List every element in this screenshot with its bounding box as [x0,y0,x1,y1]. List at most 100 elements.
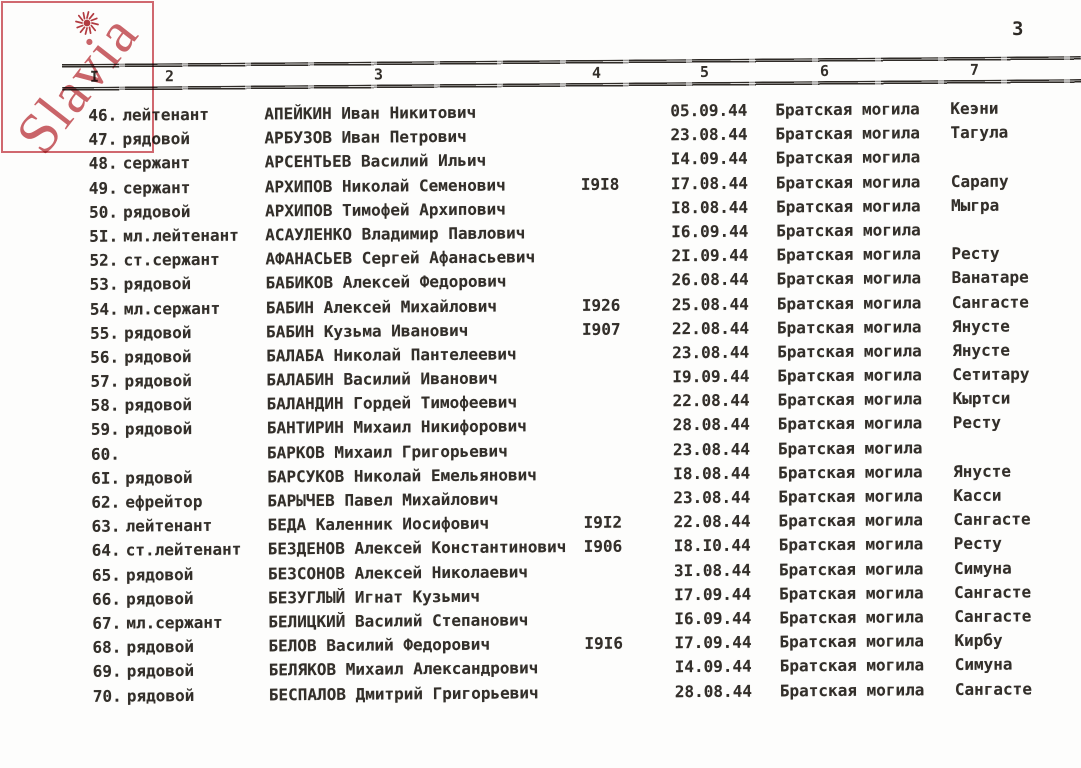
cell-grave: Братская могила [776,268,922,289]
cell-year: I9I2 [583,512,623,533]
cell-num: 69. [92,661,122,682]
cell-num: 60. [90,444,120,464]
cell-rank: рядовой [124,371,192,391]
cell-place: Янусте [951,316,1010,336]
cell-date: 28.08.44 [674,681,752,701]
cell-year: I9I6 [584,633,624,654]
cell-place: Сетитару [952,364,1030,385]
cell-place: Тагула [950,122,1009,143]
cell-grave: Братская могила [779,582,924,604]
cell-rank: рядовой [123,274,192,294]
cell-name: БАРКОВ Михаил Григорьевич [266,441,508,463]
cell-grave: Братская могила [775,196,921,217]
cell-grave: Братская могила [775,99,920,120]
cell-place: Симуна [953,558,1012,578]
cell-date: 22.08.44 [672,390,750,411]
cell-name: БАБИН Кузьма Иванович [265,320,469,342]
cell-grave: Братская могила [777,437,923,459]
cell-name: БАБИН Алексей Михайлович [265,296,498,317]
cell-date: I7.09.44 [674,632,752,653]
cell-name: АРСЕНТЬЕВ Василий Ильич [264,151,487,172]
cell-date: 22.08.44 [671,318,750,338]
cell-year: I9I8 [580,174,620,194]
table-body: 46. лейтенант АПЕЙКИН Иван Никитович 05.09.… [0,96,1081,709]
cell-rank: рядовой [125,467,193,488]
cell-place: Ванатаре [951,267,1029,288]
cell-rank: сержант [122,153,191,173]
cell-date: I4.09.44 [674,656,752,677]
cell-date: 23.08.44 [672,439,751,459]
cell-name: БАЛАБА Николай Пантелеевич [266,344,517,366]
cell-grave: Братская могила [777,389,923,410]
cell-place: Кеэни [950,98,999,119]
cell-date: 2I.09.44 [671,245,749,266]
cell-date: 23.08.44 [673,487,751,508]
cell-num: 59. [90,419,120,440]
cell-grave: Братская могила [778,558,924,579]
cell-place: Кирбу [954,630,1003,651]
cell-place: Сангасте [954,678,1032,699]
cell-place: Касси [953,485,1002,506]
column-number: 5 [699,62,710,81]
cell-num: 54. [89,299,119,319]
cell-name: БЕЛОВ Василий Федорович [268,634,491,656]
cell-num: 48. [88,153,118,174]
cell-num: 68. [92,637,122,657]
cell-num: 58. [90,395,120,416]
cell-num: 65. [91,565,121,585]
cell-grave: Братская могила [778,534,924,555]
cell-name: АСАУЛЕНКО Владимир Павлович [265,223,526,245]
column-number: 7 [969,60,980,79]
cell-grave: Братская могила [779,655,925,676]
cell-rank: ст.сержант [123,249,220,270]
cell-place: Симуна [954,654,1013,675]
cell-date: 3I.08.44 [673,560,752,580]
cell-rank: мл.сержант [123,298,221,319]
cell-rank: рядовой [122,201,191,222]
cell-place: Сангасте [953,509,1031,530]
cell-num: 6I. [91,468,121,488]
cell-rank: рядовой [124,346,192,367]
cell-grave: Братская могила [776,220,921,241]
cell-num: 57. [90,371,120,391]
cell-place: Сангасте [954,606,1032,626]
cell-name: БАБИКОВ Алексей Федорович [265,271,507,293]
cell-place: Янусте [953,461,1012,481]
cell-name: БЕЛЯКОВ Михаил Александрович [268,658,539,680]
cell-rank: рядовой [122,129,191,149]
cell-name: БЕЛИЦКИЙ Василий Степанович [268,610,529,632]
cell-grave: Братская могила [779,607,924,628]
cell-date: 25.08.44 [671,294,749,314]
cell-num: 49. [88,178,118,198]
cell-grave: Братская могила [777,413,923,434]
cell-name: АРХИПОВ Николай Семенович [264,175,506,196]
cell-grave: Братская могила [778,486,923,507]
cell-year: I906 [583,536,623,557]
cell-grave: Братская могила [777,341,922,362]
cell-rank: рядовой [124,395,193,415]
cell-place: Ресту [952,413,1001,433]
cell-date: 26.08.44 [671,269,749,290]
cell-name: БАНТИРИН Михаил Никифорович [266,416,527,438]
cell-grave: Братская могила [775,147,921,168]
column-number: 2 [164,67,175,86]
cell-name: АРХИПОВ Тимофей Архипович [264,199,506,221]
cell-place: Кыртси [952,388,1011,409]
cell-place: Ресту [953,534,1002,554]
cell-grave: Братская могила [778,510,924,531]
cell-date: I8.08.44 [670,197,749,217]
cell-year: I907 [581,319,621,339]
cell-name: БАЛАНДИН Гордей Тимофеевич [266,392,518,414]
cell-date: I6.09.44 [671,221,749,242]
column-number: 4 [591,63,602,82]
cell-year: I926 [581,295,621,315]
cell-num: 46. [88,105,118,125]
cell-grave: Братская могила [777,365,922,386]
cell-rank: рядовой [123,322,192,343]
cell-date: 05.09.44 [670,100,748,121]
cell-num: 66. [92,589,122,609]
cell-rank: сержант [122,177,191,198]
cell-date: I6.09.44 [674,608,752,629]
cell-name: БЕЗДЕНОВ Алексей Константинович [267,537,567,559]
